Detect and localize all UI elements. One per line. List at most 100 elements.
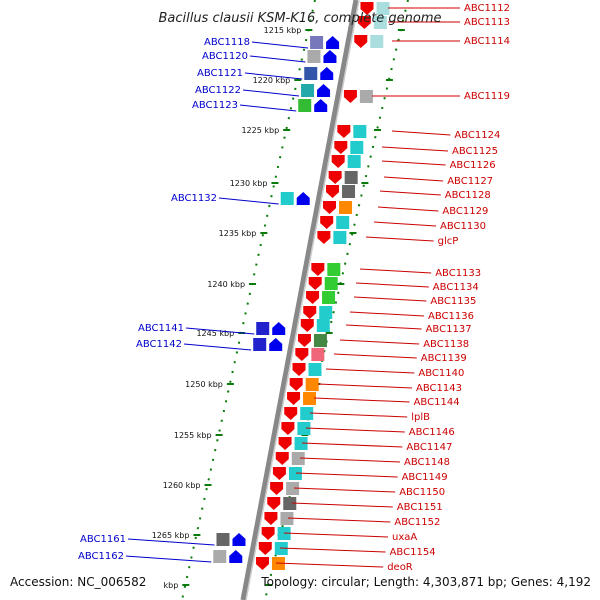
forward-gene-label: ABC1133 — [435, 268, 481, 279]
tick-label: 1220 kbp — [253, 76, 291, 85]
forward-leader-line — [305, 427, 405, 433]
reverse-gene-arrow — [272, 322, 286, 335]
reverse-leader-line — [125, 555, 212, 563]
genome-backbone — [240, 0, 359, 600]
forward-gene-cog-box — [311, 348, 325, 361]
reverse-gene-arrow — [323, 50, 337, 63]
forward-gene-cog-box — [336, 216, 350, 229]
reverse-leader-line — [251, 41, 309, 49]
reverse-gene-label: ABC1118 — [204, 37, 250, 48]
forward-gene-arrow — [255, 557, 269, 570]
reverse-gene-arrow — [232, 533, 246, 546]
forward-gene-arrow — [311, 263, 325, 276]
reverse-gene-arrow — [314, 99, 328, 112]
forward-gene-label: ABC1148 — [404, 457, 450, 468]
forward-leader-line — [373, 221, 437, 227]
forward-gene-label: ABC1124 — [454, 130, 500, 141]
forward-leader-line — [279, 547, 386, 553]
forward-leader-line — [325, 368, 415, 374]
forward-gene-cog-box — [359, 90, 373, 103]
forward-leader-line — [359, 268, 432, 274]
forward-gene-label: ABC1136 — [428, 311, 474, 322]
forward-gene-label: ABC1147 — [406, 442, 452, 453]
tick-label: 1255 kbp — [174, 431, 212, 440]
forward-gene-arrow — [258, 542, 272, 555]
forward-gene-cog-box — [347, 155, 361, 168]
forward-gene-label: ABC1113 — [464, 17, 510, 28]
forward-gene-arrow — [297, 334, 311, 347]
reverse-gene-arrow — [229, 550, 243, 563]
forward-gene-arrow — [323, 201, 337, 214]
forward-gene-cog-box — [280, 512, 294, 525]
reverse-gene-cog-box — [307, 50, 321, 63]
forward-gene-label: glcP — [438, 236, 459, 247]
reverse-gene-cog-box — [253, 338, 267, 351]
forward-gene-arrow — [343, 90, 357, 103]
forward-leader-line — [383, 176, 444, 182]
forward-gene-cog-box — [339, 201, 353, 214]
reverse-gene-arrow — [326, 36, 340, 49]
reverse-gene-arrow — [296, 192, 310, 205]
reverse-gene-arrow — [317, 84, 331, 97]
forward-leader-line — [353, 296, 427, 302]
forward-leader-line — [293, 487, 396, 493]
forward-gene-label: ABC1130 — [440, 221, 486, 232]
forward-gene-label: deoR — [387, 562, 413, 573]
forward-leader-line — [345, 324, 422, 330]
label-layer: ABC1112 ABC1113 ABC1114 ABC1119 ABC1124 ABC11… — [78, 3, 510, 573]
forward-gene-arrow — [287, 392, 301, 405]
forward-gene-label: ABC1125 — [452, 146, 498, 157]
tick-label: 1250 kbp — [185, 380, 223, 389]
reverse-leader-line — [127, 538, 215, 546]
forward-gene-cog-box — [294, 437, 308, 450]
forward-gene-label: ABC1135 — [430, 296, 476, 307]
reverse-leader-line — [239, 104, 297, 112]
forward-gene-label: ABC1146 — [409, 427, 455, 438]
forward-gene-arrow — [295, 348, 309, 361]
tick-label: kbp — [164, 581, 179, 590]
reverse-gene-label: ABC1162 — [78, 551, 124, 562]
reverse-gene-label: ABC1141 — [138, 323, 184, 334]
reverse-gene-label: ABC1142 — [136, 339, 182, 350]
forward-gene-arrow — [326, 185, 340, 198]
forward-gene-arrow — [261, 527, 275, 540]
reverse-gene-cog-box — [301, 84, 315, 97]
reverse-gene-cog-box — [213, 550, 227, 563]
forward-gene-cog-box — [319, 306, 333, 319]
feature-layer — [213, 0, 390, 600]
forward-gene-cog-box — [288, 467, 302, 480]
forward-leader-line — [339, 339, 420, 345]
forward-gene-label: ABC1134 — [433, 282, 479, 293]
forward-gene-cog-box — [322, 291, 336, 304]
map-title: Bacillus clausii KSM-K16, complete genom… — [158, 11, 441, 26]
forward-gene-label: ABC1112 — [464, 3, 510, 14]
reverse-leader-line — [242, 89, 300, 97]
reverse-gene-cog-box — [298, 99, 312, 112]
forward-leader-line — [349, 311, 425, 317]
forward-gene-cog-box — [308, 363, 322, 376]
forward-leader-line — [391, 130, 451, 136]
forward-gene-label: ABC1151 — [397, 502, 443, 513]
summary-text: Topology: circular; Length: 4,303,871 bp… — [260, 575, 591, 589]
accession-text: Accession: NC_006582 — [10, 575, 146, 589]
forward-gene-arrow — [278, 437, 292, 450]
reverse-gene-label: ABC1122 — [195, 85, 241, 96]
forward-gene-arrow — [328, 171, 342, 184]
tick-label: 1260 kbp — [163, 481, 201, 490]
forward-leader-line — [283, 532, 389, 538]
forward-gene-arrow — [306, 291, 320, 304]
forward-gene-cog-box — [313, 334, 327, 347]
forward-leader-line — [275, 562, 384, 568]
forward-gene-label: ABC1152 — [394, 517, 440, 528]
forward-gene-cog-box — [316, 319, 330, 332]
reverse-gene-label: ABC1123 — [192, 100, 238, 111]
forward-leader-line — [317, 383, 413, 389]
reverse-gene-cog-box — [280, 192, 294, 205]
forward-leader-line — [295, 472, 398, 478]
tick-label: 1240 kbp — [207, 280, 245, 289]
forward-gene-cog-box — [350, 141, 364, 154]
forward-gene-cog-box — [333, 231, 347, 244]
forward-gene-arrow — [264, 512, 278, 525]
